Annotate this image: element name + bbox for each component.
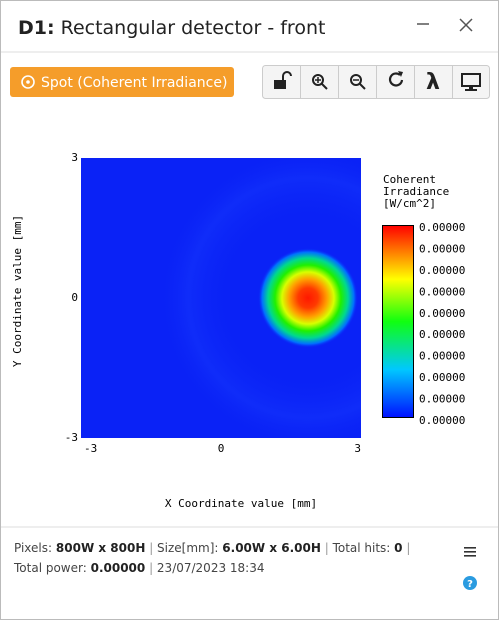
- colorbar-label: 0.00000: [419, 221, 465, 234]
- status-text: Size[mm]:: [157, 541, 218, 555]
- x-axis-label: X Coordinate value [mm]: [165, 497, 317, 510]
- colorbar-title: [W/cm^2]: [383, 197, 436, 210]
- status-text: 0: [394, 541, 402, 555]
- help-button[interactable]: ?: [463, 576, 477, 590]
- x-tick-label: 3: [354, 442, 361, 455]
- status-text: Pixels:: [14, 541, 52, 555]
- status-text: 800W x 800H: [56, 541, 145, 555]
- display-button[interactable]: [461, 73, 481, 91]
- colorbar-label: 0.00000: [419, 307, 465, 320]
- status-text: 6.00W x 6.00H: [222, 541, 321, 555]
- heatmap: [81, 158, 361, 438]
- zoom-out-button[interactable]: [350, 74, 366, 90]
- wavelength-button[interactable]: λ: [426, 70, 440, 95]
- y-axis-label: Y Coordinate value [mm]: [11, 215, 24, 367]
- refresh-button[interactable]: [388, 71, 404, 87]
- status-line: Pixels: 800W x 800H | Size[mm]: 6.00W x …: [14, 541, 410, 555]
- mode-button-label: Spot (Coherent Irradiance): [41, 75, 227, 91]
- colorbar-title: Irradiance: [383, 185, 449, 198]
- window-title: D1: Rectangular detector - front: [18, 17, 325, 39]
- x-tick-label: 0: [218, 442, 225, 455]
- colorbar: [382, 225, 414, 418]
- detector-title: Rectangular detector - front: [61, 17, 326, 39]
- status-text: 23/07/2023 18:34: [157, 561, 265, 575]
- y-tick-label: -3: [65, 431, 78, 444]
- colorbar-label: 0.00000: [419, 371, 465, 384]
- status-line: Total power: 0.00000 | 23/07/2023 18:34: [13, 561, 264, 575]
- colorbar-label: 0.00000: [419, 264, 465, 277]
- unlock-button[interactable]: [274, 71, 292, 89]
- detector-id: D1:: [18, 17, 55, 39]
- status-text: 0.00000: [91, 561, 146, 575]
- status-text: Total hits:: [332, 541, 391, 555]
- colorbar-label: 0.00000: [419, 328, 465, 341]
- colorbar-label: 0.00000: [419, 393, 465, 406]
- help-icon: ?: [467, 579, 473, 590]
- colorbar-label: 0.00000: [419, 414, 465, 427]
- x-tick-label: -3: [84, 442, 97, 455]
- mode-button[interactable]: Spot (Coherent Irradiance): [10, 67, 234, 97]
- y-tick-label: 3: [71, 151, 78, 164]
- toolbar: λ: [262, 65, 490, 99]
- status-text: Total power:: [13, 561, 87, 575]
- y-tick-label: 0: [71, 291, 78, 304]
- menu-button[interactable]: [464, 547, 476, 557]
- close-button[interactable]: [459, 18, 473, 32]
- colorbar-label: 0.00000: [419, 285, 465, 298]
- zoom-in-button[interactable]: [312, 74, 328, 90]
- colorbar-label: 0.00000: [419, 350, 465, 363]
- colorbar-title: Coherent: [383, 173, 436, 186]
- colorbar-label: 0.00000: [419, 242, 465, 255]
